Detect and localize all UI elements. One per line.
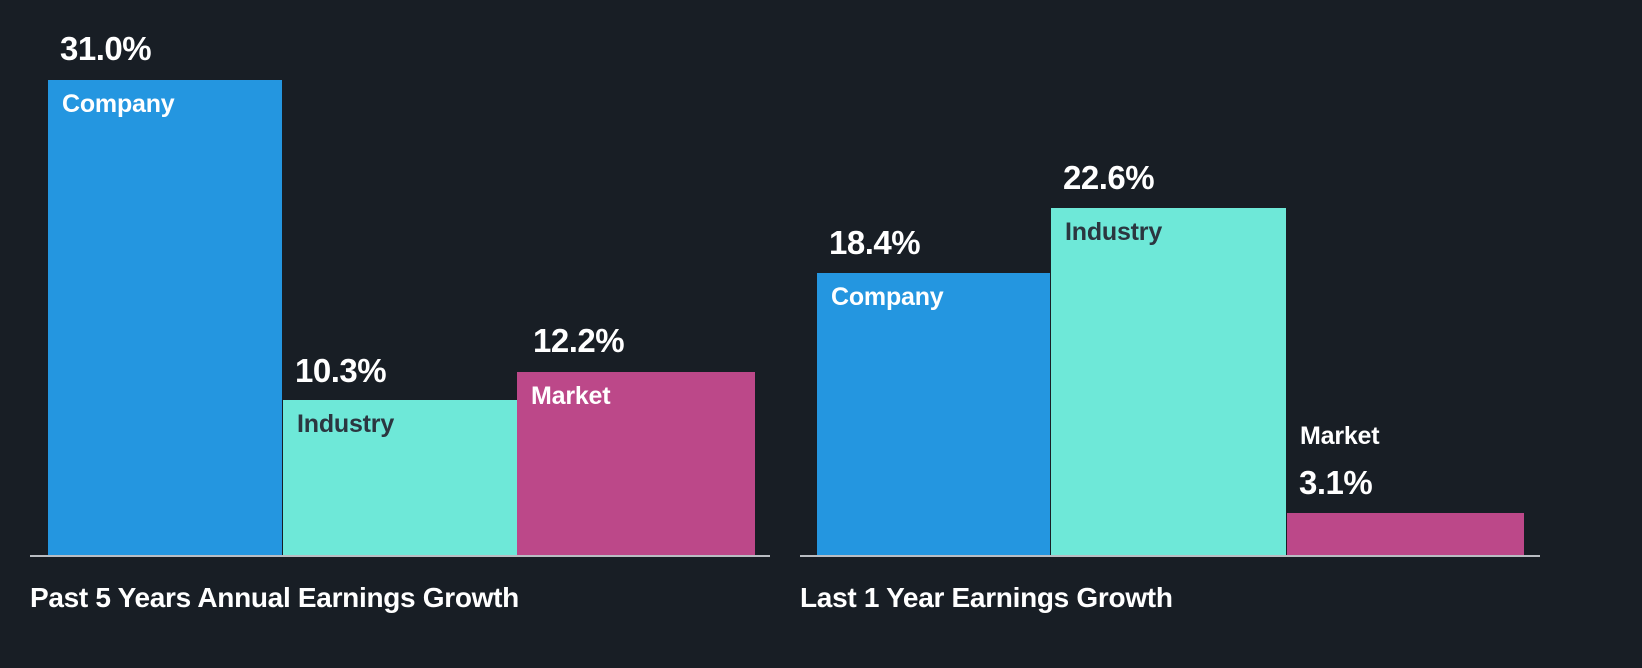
panel-title-past-5-years: Past 5 Years Annual Earnings Growth (30, 582, 519, 613)
axis-baseline-left (30, 555, 770, 557)
bar-industry-right[interactable]: Industry (1051, 208, 1286, 556)
bar-value-industry-left: 10.3% (295, 352, 387, 389)
bar-value-industry-right: 22.6% (1063, 159, 1155, 196)
axis-baseline-right (800, 555, 1540, 557)
bar-label-market-right: Market (1300, 422, 1380, 450)
bar-label-industry-right: Industry (1065, 218, 1163, 246)
bar-company-right[interactable]: Company (817, 273, 1050, 556)
bar-market-right[interactable] (1287, 513, 1524, 556)
bar-label-market-left: Market (531, 382, 611, 410)
bar-market-left[interactable]: Market (517, 372, 755, 556)
bar-value-market-right: 3.1% (1299, 464, 1373, 501)
bar-label-company-left: Company (62, 90, 175, 118)
panel-past-5-years: 31.0% Company 10.3% Industry 12.2% Marke… (0, 0, 800, 668)
bar-industry-left[interactable]: Industry (283, 400, 517, 556)
bar-value-company-right: 18.4% (829, 224, 921, 261)
bar-label-company-right: Company (831, 283, 944, 311)
panel-last-1-year: 18.4% Company 22.6% Industry Market 3.1%… (800, 0, 1642, 668)
plot-area-right: 18.4% Company 22.6% Industry Market 3.1% (800, 0, 1642, 557)
bar-company-left[interactable]: Company (48, 80, 282, 556)
bar-label-industry-left: Industry (297, 410, 395, 438)
bar-value-company-left: 31.0% (60, 30, 152, 67)
bar-value-market-left: 12.2% (533, 322, 625, 359)
plot-area-left: 31.0% Company 10.3% Industry 12.2% Marke… (0, 0, 800, 557)
panel-title-last-1-year: Last 1 Year Earnings Growth (800, 582, 1173, 613)
